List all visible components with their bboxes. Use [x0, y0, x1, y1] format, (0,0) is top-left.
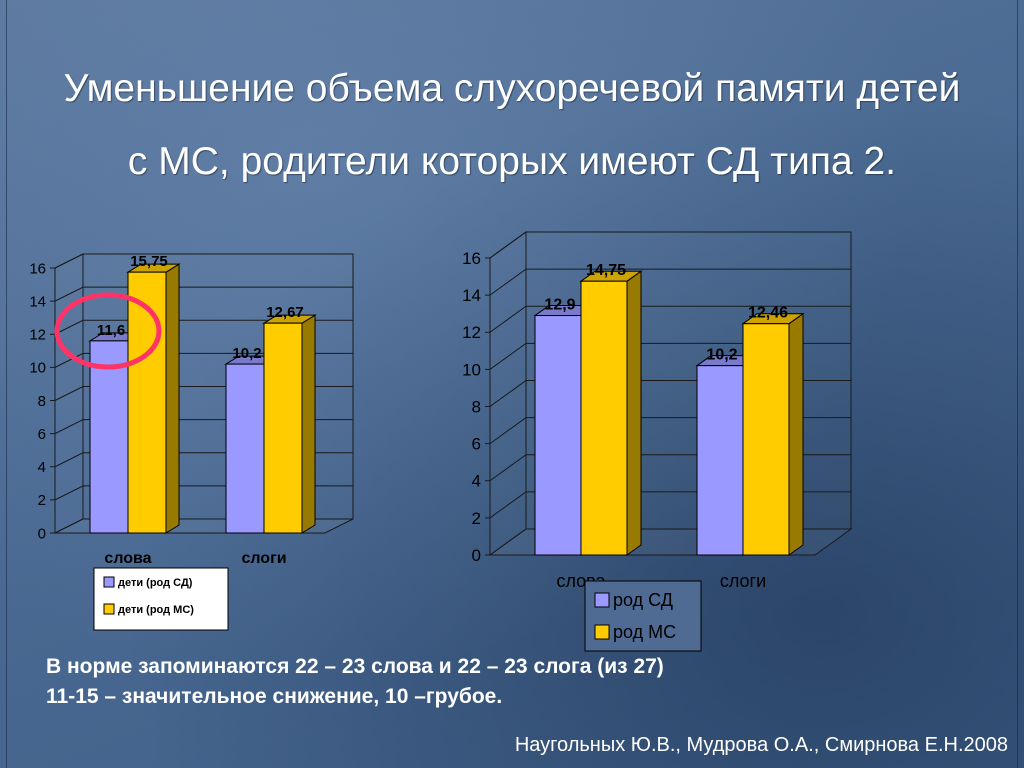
gridline [489, 231, 851, 259]
y-tick-label: 6 [38, 426, 46, 443]
bar [580, 280, 628, 556]
data-label: 12,9 [544, 297, 575, 314]
y-tick-label: 14 [462, 286, 481, 305]
data-label: 10,2 [706, 347, 737, 364]
legend-label: род СД [613, 590, 673, 610]
highlight-circle [54, 292, 162, 370]
y-tick-label: 16 [462, 249, 481, 268]
y-tick-label: 2 [472, 509, 481, 528]
bar [89, 340, 129, 534]
legend-label: род МС [613, 622, 676, 642]
legend-label: дети (род СД) [118, 577, 193, 589]
y-tick-label: 12 [462, 323, 481, 342]
gridline [54, 286, 353, 302]
x-category-label: слоги [241, 550, 286, 567]
data-label: 15,75 [130, 253, 168, 270]
gridline [489, 305, 851, 333]
y-tick-label: 4 [38, 459, 46, 476]
y-tick-label: 4 [472, 472, 481, 491]
y-tick-label: 8 [38, 393, 46, 410]
y-tick-label: 0 [38, 525, 46, 542]
data-label: 12,46 [748, 305, 788, 322]
bar-side [788, 312, 804, 556]
bar [263, 322, 303, 534]
bar-side [626, 270, 642, 556]
legend-swatch [103, 576, 115, 588]
legend-swatch [594, 592, 610, 608]
gridline [54, 253, 353, 269]
data-label: 10,2 [232, 345, 261, 362]
y-tick-label: 16 [29, 260, 46, 277]
data-label: 11,6 [97, 322, 125, 339]
y-tick-label: 10 [462, 360, 481, 379]
title-line-1: Уменьшение объема слухоречевой памяти де… [63, 67, 961, 110]
norm-note-line-1: В норме запоминаются 22 – 23 слова и 22 … [46, 655, 664, 678]
slide-title: Уменьшение объема слухоречевой памяти де… [0, 52, 1024, 198]
norm-note-line-2: 11-15 – значительное снижение, 10 –грубо… [46, 685, 503, 708]
title-line-2: с МС, родители которых имеют СД типа 2. [127, 140, 897, 183]
y-tick-label: 12 [29, 327, 46, 344]
y-tick-label: 14 [29, 293, 46, 310]
y-tick-label: 8 [472, 397, 481, 416]
norm-note: В норме запоминаются 22 – 23 слова и 22 … [46, 652, 946, 712]
legend-swatch [103, 603, 115, 615]
bar [534, 315, 582, 556]
y-tick-label: 10 [29, 360, 46, 377]
gridline [489, 268, 851, 296]
x-category-label: слоги [720, 571, 766, 591]
bar [225, 363, 265, 534]
gridline [54, 319, 353, 335]
data-label: 14,75 [586, 262, 626, 279]
y-tick-label: 2 [38, 492, 46, 509]
bar [742, 323, 790, 556]
legend-swatch [594, 624, 610, 640]
legend-label: дети (род МС) [118, 604, 194, 616]
source-citation: Наугольных Ю.В., Мудрова О.А., Смирнова … [514, 734, 1008, 756]
gridline [54, 352, 353, 368]
x-category-label: слова [104, 550, 151, 567]
data-label: 12,67 [266, 304, 304, 321]
y-tick-label: 0 [472, 546, 481, 565]
bar [696, 365, 744, 556]
legend-box [93, 567, 229, 631]
y-tick-label: 6 [472, 435, 481, 454]
bar [127, 271, 167, 534]
